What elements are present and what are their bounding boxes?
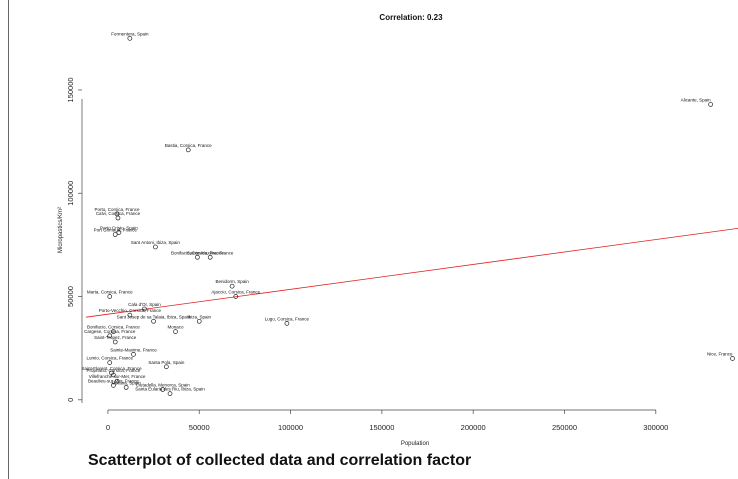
- x-axis-ticks: 0 50000 100000 150000 200000 250000 300000: [106, 410, 668, 432]
- data-point: [131, 352, 136, 357]
- point-label: Marta, Corsica, France: [87, 290, 133, 295]
- data-point: [107, 294, 113, 299]
- data-point: [164, 364, 169, 370]
- point-label: Ciutadella, Menorca, Spain: [136, 382, 191, 387]
- point-label: Porto-Vecchio, Corsica, France: [99, 308, 162, 313]
- point-label: Moraira, Spain: [112, 380, 142, 385]
- figure-caption: Scatterplot of collected data and correl…: [88, 452, 472, 469]
- point-label: Ajaccio, Corsica, France: [211, 290, 260, 295]
- data-point: [185, 147, 191, 153]
- data-point: [123, 385, 129, 390]
- point-label: Ibiza, Spain: [187, 314, 211, 319]
- data-points: Formentera, Spain Alicante, Spain Bastia, …: [82, 31, 735, 396]
- x-tick-label: 150000: [369, 423, 394, 432]
- y-tick-label: 0: [66, 398, 75, 402]
- data-point: [153, 244, 158, 250]
- data-point: [112, 232, 118, 237]
- point-label: Formentera, Spain: [111, 31, 149, 36]
- point-label: Bastia, Corsica, France: [165, 143, 212, 148]
- point-label: Porto, Corsica, France: [95, 207, 141, 212]
- data-point: [233, 294, 239, 299]
- data-point: [196, 318, 202, 324]
- point-label: Lumio, Corsica, France: [86, 356, 133, 361]
- data-point: [107, 360, 113, 365]
- data-point: [173, 329, 178, 334]
- point-label: Porto Cristo, Spain: [100, 225, 138, 230]
- point-label: Bonifacio, Corsica, France: [87, 325, 140, 330]
- point-label: Saint-Florent, Corsica, France: [82, 366, 143, 371]
- regression-line: [85, 227, 738, 318]
- y-axis-ticks: 0 50000 100000 150000: [66, 77, 82, 402]
- data-point: [167, 391, 173, 396]
- point-label: Villefranche-sur-Mer, France: [89, 374, 146, 379]
- y-tick-label: 100000: [66, 181, 75, 206]
- point-label: Sainte-Maxime, France: [110, 347, 157, 352]
- point-label: Bonifacio, Corsica, France: [171, 250, 224, 255]
- left-border-line: [8, 0, 9, 479]
- point-label: Beaulieu-sur-Mer, France: [88, 378, 139, 383]
- point-label: Santa Pola, Spain: [148, 360, 185, 365]
- x-tick-label: 0: [106, 423, 110, 432]
- data-point: [142, 306, 147, 312]
- data-point: [127, 312, 133, 318]
- point-label: Monaco: [167, 325, 184, 330]
- x-tick-label: 100000: [278, 423, 303, 432]
- data-point: [107, 333, 113, 339]
- data-point: [151, 318, 156, 324]
- data-point: [160, 387, 166, 392]
- data-point: [115, 215, 121, 221]
- point-label: Nice, France: [707, 351, 733, 356]
- data-point: [111, 382, 116, 388]
- data-point: [114, 378, 120, 384]
- point-label: Lugo, Corsica, France: [265, 316, 310, 321]
- point-label: Sainte-Maxime, France: [187, 250, 234, 255]
- point-label: Cargese, Corsica, France: [84, 329, 136, 334]
- scatter-plot: Correlation: 0.23 0 50000 100000 150000 2000…: [58, 13, 738, 447]
- data-point: [730, 356, 735, 361]
- point-label: Cala d'Or, Spain: [128, 302, 161, 307]
- point-label: Alicante, Spain: [681, 97, 712, 102]
- chart-title: Correlation: 0.23: [379, 13, 443, 22]
- data-point: [207, 254, 213, 260]
- point-label: Port Grimaud, France: [94, 228, 138, 233]
- data-point: [116, 230, 122, 235]
- data-point: [111, 329, 116, 334]
- x-tick-label: 250000: [552, 423, 577, 432]
- data-point: [112, 339, 118, 345]
- point-label: Sant Antoni, Ibiza, Spain: [131, 240, 181, 245]
- data-point: [229, 283, 235, 289]
- data-point: [708, 102, 713, 107]
- point-label: Calvi, Corsica, France: [96, 211, 141, 216]
- point-label: Propriano, Corsica, France: [87, 368, 141, 373]
- x-axis-label: Population: [401, 441, 429, 447]
- data-point: [195, 254, 200, 260]
- data-point: [127, 35, 133, 41]
- point-label: Benidorm, Spain: [215, 279, 249, 284]
- data-point: [111, 372, 116, 378]
- x-tick-label: 50000: [189, 423, 210, 432]
- point-label: Santa Eularia des Riu, Ibiza, Spain: [135, 387, 205, 392]
- y-tick-label: 150000: [66, 77, 75, 102]
- point-label: Sant Josep de sa Talaia, Ibiza, Spain: [117, 314, 191, 319]
- point-label: Saint-Tropez, France: [94, 335, 137, 340]
- x-tick-label: 200000: [461, 423, 486, 432]
- data-point: [284, 321, 290, 326]
- y-tick-label: 50000: [66, 286, 75, 307]
- y-axis-label: Micropastics/Km²: [58, 207, 64, 253]
- x-tick-label: 300000: [643, 423, 668, 432]
